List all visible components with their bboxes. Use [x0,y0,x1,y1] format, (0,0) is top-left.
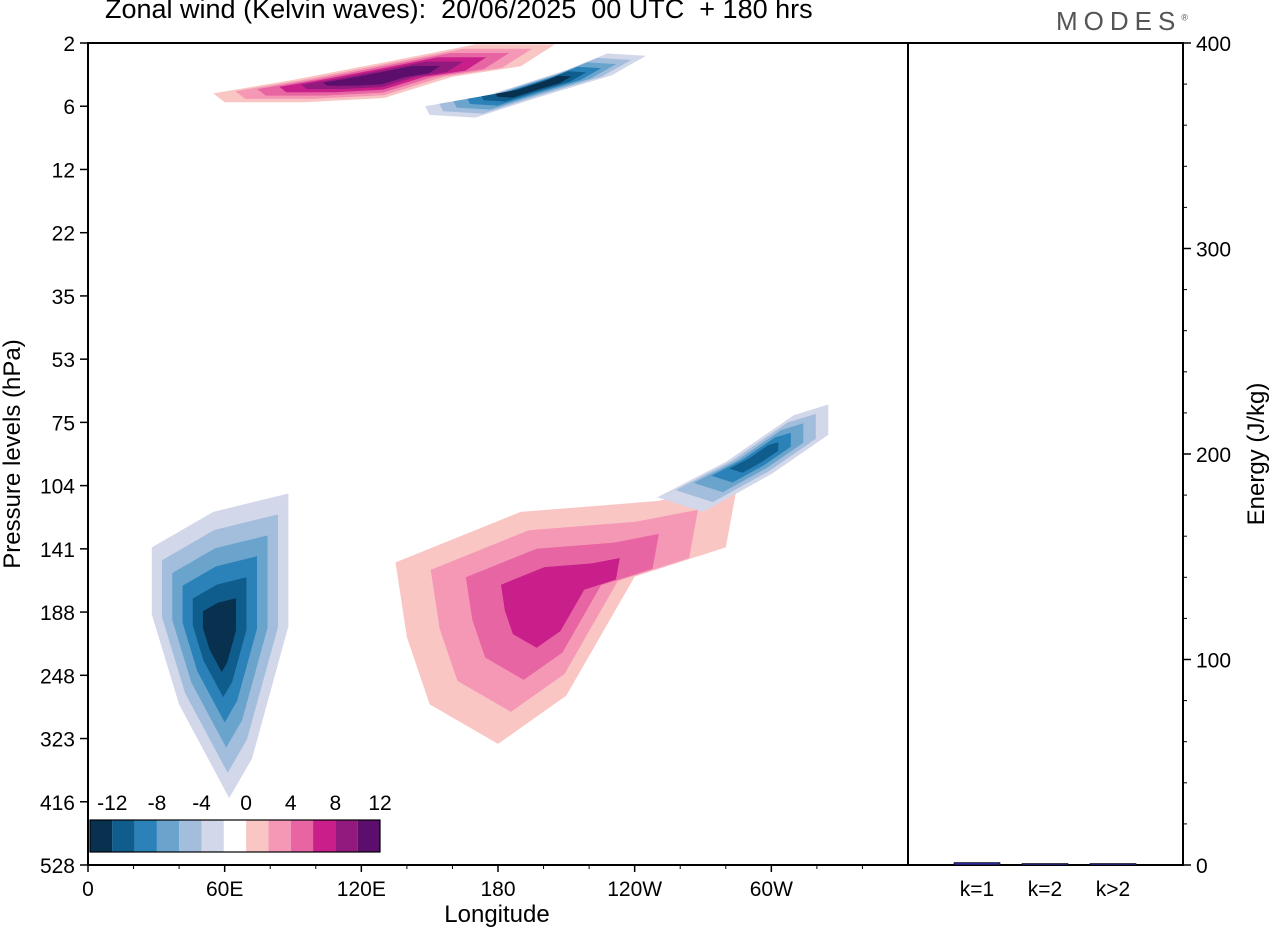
colorbar-swatch [201,820,224,852]
contour-band-positive [501,558,620,648]
y-tick-label: 12 [52,159,75,182]
y-tick-label: 323 [40,729,75,752]
y-tick-label: 75 [52,412,75,435]
colorbar-label: 4 [285,792,297,815]
y-tick-label: 141 [40,539,75,562]
x-tick-label: 180 [480,878,515,901]
colorbar-swatch [335,820,358,852]
y-axis-title: Pressure levels (hPa) [0,339,26,568]
colorbar-swatch [290,820,314,852]
x-tick-label: 60E [206,878,243,901]
y-tick-label: 22 [52,223,75,246]
y-tick-label: 2 [63,33,75,56]
brand-logo: MODES® [1056,6,1188,37]
colorbar-swatch [246,820,269,852]
energy-bar-k=2 [1021,863,1069,866]
colorbar-swatch [313,820,336,852]
energy-x-tick-label: k=1 [960,878,994,901]
colorbar-legend: -12 -8 -4 0 4 8 12 [89,792,392,853]
energy-y-axis: 0 100 200 300 400 [1183,33,1231,878]
x-axis-title: Longitude [444,901,549,928]
y-tick-label: 104 [40,476,75,499]
energy-y-tick-label: 300 [1196,239,1231,262]
chart-title: Zonal wind (Kelvin waves): 20/06/2025 00… [105,0,813,24]
contour-band-negative [729,442,779,473]
energy-x-axis: k=1 k=2 k>2 [960,878,1130,901]
y-tick-label: 6 [63,96,75,119]
x-tick-label: 60W [750,878,793,901]
energy-bar-k=1 [953,862,1001,866]
y-tick-label: 188 [40,602,75,625]
energy-y-tick-label: 400 [1196,33,1231,56]
colorbar-label: 8 [330,792,342,815]
y-axis: 2 6 12 22 35 53 75 104 141 188 248 323 416 528 [40,33,88,878]
y-tick-label: 528 [40,855,75,878]
y-tick-label: 53 [52,349,75,372]
x-tick-label: 0 [82,878,94,901]
colorbar-swatch [134,820,157,852]
x-tick-label: 120E [337,878,386,901]
y-tick-label: 416 [40,792,75,815]
colorbar-swatch [268,820,291,852]
energy-y-tick-label: 0 [1196,855,1208,878]
colorbar-swatch [156,820,180,852]
colorbar-swatch [223,820,247,852]
colorbar-swatch [112,820,135,852]
x-axis: 0 60E 120E 180 120W 60W [82,865,863,901]
y-tick-label: 35 [52,286,75,309]
colorbar-outline [89,819,381,853]
colorbar-swatch [90,820,113,852]
energy-bar-k>2 [1089,863,1137,866]
contour-band-positive [345,70,418,83]
brand-registered-mark: ® [1181,12,1188,23]
colorbar-swatch [357,820,380,852]
energy-y-tick-label: 100 [1196,650,1231,673]
energy-y-tick-label: 200 [1196,444,1231,467]
y-tick-label: 248 [40,665,75,688]
colorbar-label: 12 [368,792,391,815]
contour-field-group [151,44,829,799]
colorbar-label: -8 [148,792,167,815]
contour-band-negative [509,80,557,94]
colorbar-swatch [179,820,202,852]
contour-band-negative [202,598,236,673]
brand-name: MODES [1056,6,1182,36]
colorbar-label: -12 [97,792,127,815]
energy-x-tick-label: k>2 [1096,878,1130,901]
energy-axis-title: Energy (J/kg) [1243,383,1270,526]
energy-bars [953,862,1137,866]
x-tick-label: 120W [607,878,662,901]
energy-x-tick-label: k=2 [1028,878,1062,901]
colorbar-label: -4 [192,792,211,815]
energy-panel-frame [907,42,1184,866]
colorbar-label: 0 [240,792,252,815]
